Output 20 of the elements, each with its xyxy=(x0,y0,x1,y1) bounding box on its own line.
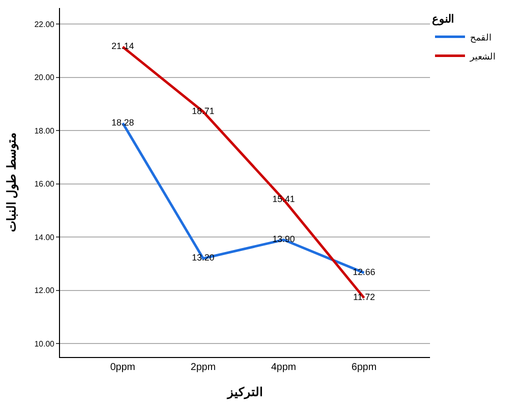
y-tick-label: 12.00 xyxy=(34,286,55,296)
y-axis-title: متوسط طول النبات xyxy=(4,133,20,232)
x-tick-label: 2ppm xyxy=(190,362,216,373)
y-tick-label: 22.00 xyxy=(34,20,55,29)
x-axis-title: التركيز xyxy=(226,384,262,400)
x-tick-label: 4ppm xyxy=(271,362,296,373)
data-label: 12.66 xyxy=(352,267,376,278)
legend-title: النوع xyxy=(432,13,454,26)
legend-label: القمح xyxy=(470,32,492,44)
y-tick-label: 14.00 xyxy=(34,232,55,242)
y-tick-label: 20.00 xyxy=(34,73,55,82)
legend-label: الشعير xyxy=(469,51,496,62)
y-tick-label: 10.00 xyxy=(34,339,55,348)
y-tick-label: 16.00 xyxy=(34,180,55,189)
data-label: 11.72 xyxy=(353,292,375,302)
x-tick-label: 6ppm xyxy=(352,362,377,373)
x-tick-label: 0ppm xyxy=(110,362,136,373)
data-label: 18.28 xyxy=(111,117,134,128)
y-tick-label: 18.00 xyxy=(34,126,55,136)
data-label: 21.14 xyxy=(111,41,134,52)
